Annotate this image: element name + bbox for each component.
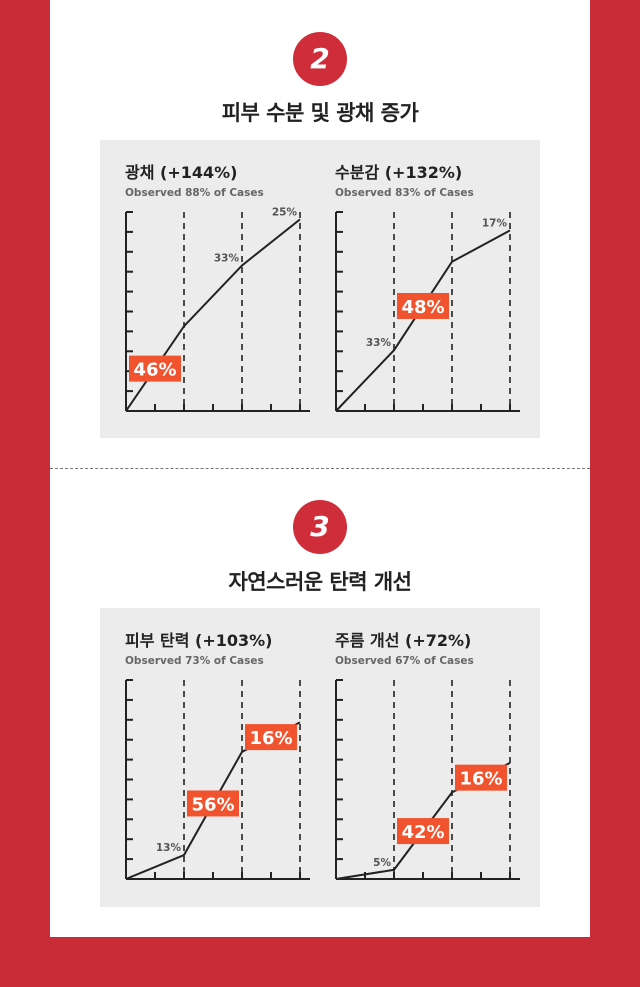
- data-label: 25%: [272, 206, 298, 218]
- data-label: 33%: [366, 337, 392, 349]
- data-label: 42%: [401, 822, 444, 843]
- series-line: [125, 218, 301, 412]
- data-label: 56%: [191, 794, 234, 815]
- chart-title: 피부 탄력 (+103%): [125, 631, 272, 650]
- chart: 주름 개선 (+72%) Observed 67% of Cases 5% 42% 16…: [335, 631, 520, 880]
- chart-title: 수분감 (+132%): [335, 163, 462, 182]
- data-label: 16%: [249, 728, 292, 749]
- section-number-badge: 2: [293, 32, 347, 86]
- highlight-label-bg: [455, 764, 507, 791]
- highlight-label-bg: [397, 292, 449, 319]
- data-label: 16%: [459, 769, 502, 790]
- section-number-badge: 3: [293, 500, 347, 554]
- series-line: [335, 229, 511, 412]
- data-label: 48%: [401, 297, 444, 318]
- chart: 피부 탄력 (+103%) Observed 73% of Cases 13% 56%…: [125, 631, 310, 880]
- chart-title: 주름 개선 (+72%): [335, 631, 471, 650]
- highlight-label-bg: [397, 818, 449, 845]
- section-title: 자연스러운 탄력 개선: [228, 570, 412, 594]
- chart-subtitle: Observed 67% of Cases: [335, 655, 474, 667]
- chart-panel: 피부 탄력 (+103%) Observed 73% of Cases 13% 56%…: [100, 608, 540, 907]
- data-label: 5%: [373, 857, 391, 869]
- chart: 광채 (+144%) Observed 88% of Cases 46% 33% 25%: [125, 163, 310, 412]
- section-divider: [50, 468, 590, 469]
- data-label: 33%: [214, 252, 240, 264]
- data-label: 46%: [133, 360, 176, 381]
- highlight-label-bg: [187, 790, 239, 817]
- chart-panel: 광채 (+144%) Observed 88% of Cases 46% 33% 25%…: [100, 140, 540, 438]
- highlight-label-bg: [245, 724, 297, 751]
- content-card: 2 피부 수분 및 광채 증가 광채 (+144%) Observed 88% o…: [50, 0, 590, 937]
- chart-subtitle: Observed 88% of Cases: [125, 187, 264, 199]
- highlight-label-bg: [129, 355, 181, 382]
- chart-title: 광채 (+144%): [125, 163, 237, 182]
- section-title: 피부 수분 및 광채 증가: [221, 101, 419, 125]
- chart-subtitle: Observed 73% of Cases: [125, 655, 264, 667]
- chart: 수분감 (+132%) Observed 83% of Cases 33% 48% 17…: [335, 163, 520, 412]
- chart-subtitle: Observed 83% of Cases: [335, 187, 474, 199]
- data-label: 17%: [482, 217, 508, 229]
- data-label: 13%: [156, 842, 182, 854]
